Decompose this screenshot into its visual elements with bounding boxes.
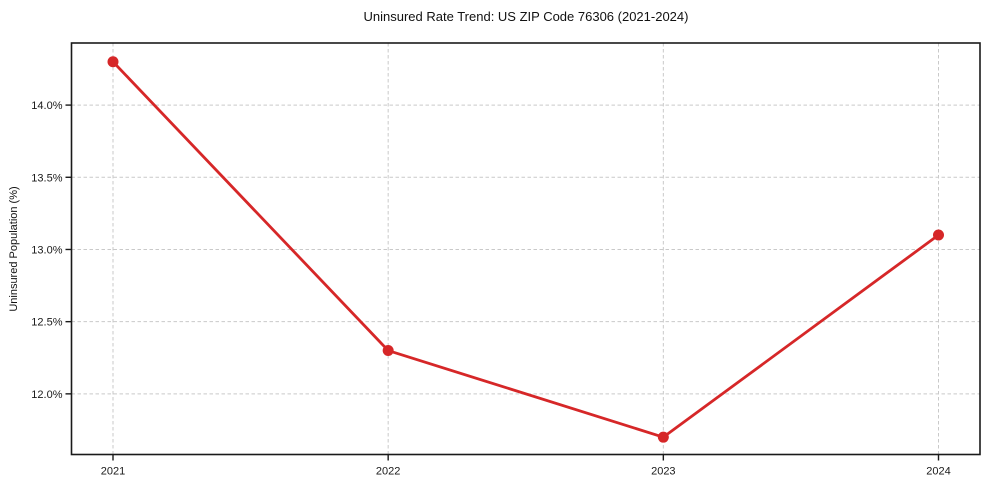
- y-tick-label: 13.5%: [31, 172, 62, 184]
- y-tick-label: 12.5%: [31, 317, 62, 329]
- data-point-2023: [657, 431, 669, 443]
- y-tick-label: 14.0%: [31, 100, 62, 112]
- x-tick-label: 2021: [101, 466, 125, 478]
- y-tick-label: 13.0%: [31, 244, 62, 256]
- x-tick-label: 2024: [926, 466, 950, 478]
- data-point-2022: [382, 345, 394, 357]
- data-point-2021: [107, 56, 119, 68]
- data-point-2024: [933, 229, 944, 241]
- x-tick-label: 2023: [651, 466, 675, 478]
- y-tick-label: 12.0%: [31, 389, 62, 401]
- x-axis: 2021 2022 2023 2024: [101, 454, 951, 478]
- x-tick-label: 2022: [376, 466, 400, 478]
- plot-border: [70, 42, 981, 456]
- chart-title: Uninsured Rate Trend: US ZIP Code 76306 …: [363, 9, 689, 24]
- data-line: [111, 60, 940, 439]
- y-axis: 12.0% 12.5% 13.0% 13.5% 14.0%: [31, 100, 72, 401]
